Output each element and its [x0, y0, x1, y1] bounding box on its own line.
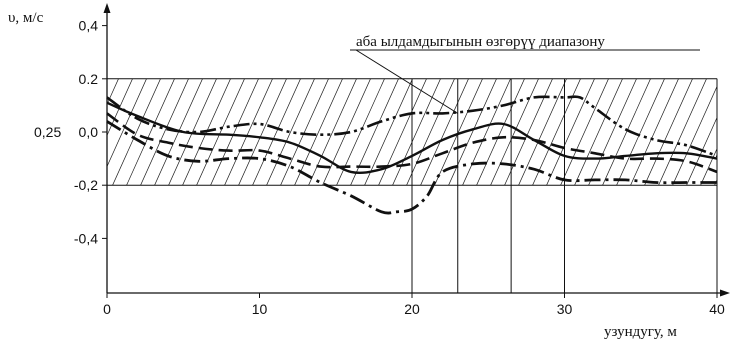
- hatch-line: [196, 78, 245, 186]
- hatch-line: [518, 78, 567, 186]
- hatch-line: [294, 78, 343, 186]
- hatch-line: [266, 78, 315, 186]
- hatch-line: [560, 78, 609, 186]
- hatch-line: [107, 78, 147, 168]
- x-tick-label: 40: [709, 301, 725, 317]
- hatch-line: [210, 78, 259, 186]
- hatch-line: [434, 78, 483, 186]
- vertical-markers: [411, 78, 718, 293]
- x-tick-label: 10: [252, 301, 268, 317]
- hatch-line: [112, 78, 161, 186]
- hatch-line: [532, 78, 581, 186]
- series-group: [106, 95, 718, 215]
- hatch-line: [546, 78, 595, 186]
- hatch-line: [238, 78, 287, 186]
- hatch-line: [350, 78, 399, 186]
- hatch-line: [630, 78, 679, 186]
- hatch-line: [308, 78, 357, 186]
- hatch-line: [490, 78, 539, 186]
- hatch-line: [616, 78, 665, 186]
- hatch-line: [280, 78, 329, 186]
- hatch-line: [476, 78, 525, 186]
- hatch-line: [574, 78, 623, 186]
- y-tick-label: 0,4: [79, 18, 99, 34]
- y-tick-label: -0,4: [74, 230, 98, 246]
- series-line-dash-dot-heavy: [106, 120, 717, 215]
- series-line-dash-dot-dot: [106, 95, 718, 158]
- hatch-line: [252, 78, 301, 186]
- hatch-line: [462, 78, 511, 186]
- y-extra-label: 0,25: [34, 124, 61, 140]
- x-tick-label: 20: [404, 301, 420, 317]
- hatch-line: [168, 78, 217, 186]
- hatch-line: [700, 147, 717, 186]
- y-tick-label: -0,2: [74, 177, 98, 193]
- series-line-solid: [106, 101, 718, 174]
- hatch-line: [140, 78, 189, 186]
- hatch-line: [420, 78, 469, 186]
- axis-ticks: 0 10 20 30 40 0,4 0.2 0,0 -0,2 -0,4: [74, 18, 725, 317]
- x-axis-arrow: [720, 289, 730, 297]
- hatch-line: [378, 78, 427, 186]
- hatch-line: [644, 78, 693, 186]
- hatch-line: [107, 78, 133, 137]
- hatch-line: [686, 116, 717, 186]
- hatch-line: [392, 78, 441, 186]
- hatch-line: [364, 78, 413, 186]
- hatch-line: [588, 78, 637, 186]
- band-hatching: [107, 78, 717, 186]
- hatch-line: [126, 78, 175, 186]
- y-tick-label: 0,0: [79, 124, 99, 140]
- hatch-line: [658, 78, 707, 186]
- hatch-line: [406, 78, 455, 186]
- x-tick-label: 30: [557, 301, 573, 317]
- hatch-line: [602, 78, 651, 186]
- hatch-line: [448, 78, 497, 186]
- hatch-line: [224, 78, 273, 186]
- x-axis-label: узундугу, м: [604, 324, 677, 340]
- y-axis-label: υ, м/с: [8, 10, 44, 26]
- series-line-dashed: [106, 112, 718, 174]
- y-axis-arrow: [103, 3, 111, 13]
- band-label: аба ылдамдыгынын өзгөрүү диапазону: [356, 34, 605, 50]
- band-label-leader: [355, 49, 459, 114]
- x-tick-label: 0: [103, 301, 111, 317]
- hatch-line: [107, 78, 119, 106]
- hatch-line: [672, 85, 717, 186]
- y-tick-label: 0.2: [79, 71, 99, 87]
- range-band: [107, 78, 718, 186]
